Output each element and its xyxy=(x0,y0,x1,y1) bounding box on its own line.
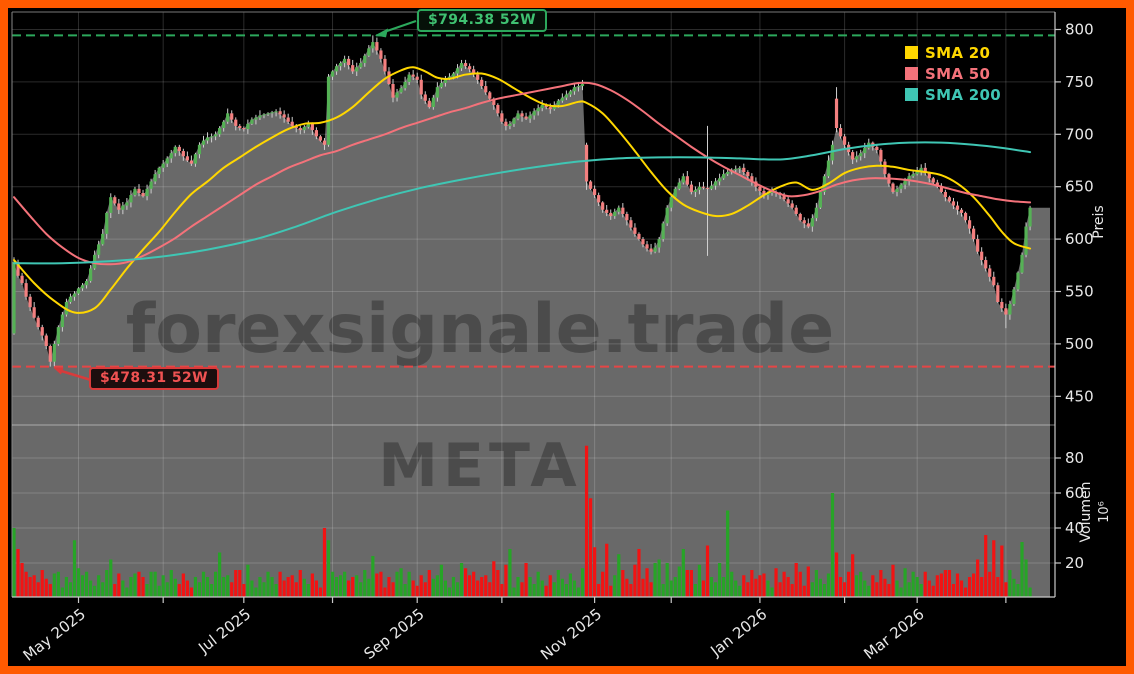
sma50-swatch-icon xyxy=(905,67,918,80)
low-52w-label: $478.31 52W xyxy=(89,367,219,390)
sma20-swatch-icon xyxy=(905,46,918,59)
svg-text:800: 800 xyxy=(1065,21,1094,39)
svg-text:10⁶: 10⁶ xyxy=(1097,501,1112,523)
svg-text:600: 600 xyxy=(1065,230,1094,248)
svg-text:650: 650 xyxy=(1065,178,1094,196)
legend-label: SMA 200 xyxy=(925,85,1001,104)
watermark-symbol: META xyxy=(378,431,581,501)
svg-text:40: 40 xyxy=(1065,519,1084,537)
watermark-site: forexsignale.trade xyxy=(126,290,835,369)
sma200-swatch-icon xyxy=(905,88,918,101)
legend-label: SMA 50 xyxy=(925,64,991,83)
legend-label: SMA 20 xyxy=(925,43,991,62)
legend-item-sma200: SMA 200 xyxy=(905,85,1001,104)
legend-item-sma50: SMA 50 xyxy=(905,64,1001,83)
svg-text:450: 450 xyxy=(1065,387,1094,405)
svg-text:Volumen: Volumen xyxy=(1078,482,1094,543)
svg-text:500: 500 xyxy=(1065,335,1094,353)
legend: SMA 20 SMA 50 SMA 200 xyxy=(905,43,1001,104)
legend-item-sma20: SMA 20 xyxy=(905,43,1001,62)
svg-text:700: 700 xyxy=(1065,125,1094,143)
svg-text:80: 80 xyxy=(1065,449,1084,467)
svg-text:60: 60 xyxy=(1065,484,1084,502)
svg-text:20: 20 xyxy=(1065,554,1084,572)
svg-text:550: 550 xyxy=(1065,283,1094,301)
svg-text:750: 750 xyxy=(1065,73,1094,91)
svg-text:Preis: Preis xyxy=(1091,205,1107,238)
high-52w-label: $794.38 52W xyxy=(417,9,547,32)
